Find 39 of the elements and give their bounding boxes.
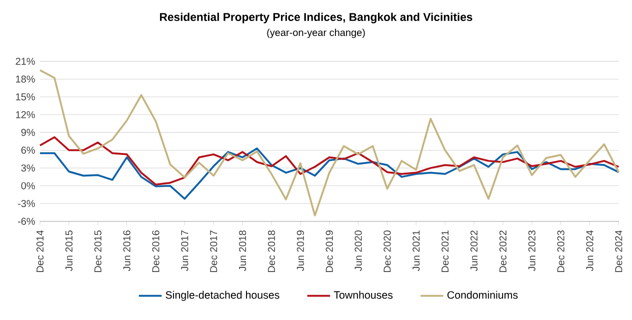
legend-label: Condominiums (447, 290, 518, 299)
x-tick-label: Dec 2022 (499, 230, 506, 272)
line-series (39, 136, 620, 186)
chart-title: Residential Property Price Indices, Bangkok and Vicinities (160, 12, 472, 24)
x-tick-label: Jun 2018 (238, 230, 246, 272)
x-tick-label: Dec 2016 (152, 230, 160, 272)
x-tick-label: Jun 2024 (586, 230, 594, 272)
y-tick-label: 3% (21, 164, 35, 172)
x-tick-label: Dec 2020 (384, 230, 391, 272)
x-tick-label: Jun 2021 (412, 230, 420, 272)
x-tick-label: Jun 2022 (470, 230, 478, 272)
legend-label: Single-detached houses (166, 290, 280, 301)
y-tick-label: 0% (21, 182, 35, 190)
x-tick-label: Dec 2023 (557, 230, 564, 272)
x-tick-label: Dec 2024 (615, 230, 622, 272)
x-tick-label: Dec 2019 (326, 230, 333, 272)
line-series (39, 69, 620, 216)
y-tick-label: -3% (18, 200, 35, 208)
x-tick-label: Jun 2015 (65, 230, 72, 272)
y-tick-label: 9% (21, 128, 35, 136)
x-tick-label: Jun 2020 (354, 230, 362, 272)
y-tick-label: 12% (16, 111, 35, 118)
y-tick-label: 15% (16, 93, 35, 100)
x-tick-label: Jun 2017 (181, 230, 188, 272)
x-tick-label: Jun 2023 (528, 230, 536, 272)
x-tick-label: Dec 2014 (36, 230, 44, 272)
x-tick-label: Dec 2015 (94, 230, 102, 272)
chart-subtitle: (year-on-year change) (267, 28, 365, 38)
y-tick-label: 18% (16, 76, 35, 83)
x-tick-label: Jun 2016 (123, 230, 130, 272)
y-tick-label: 6% (21, 146, 35, 154)
y-tick-label: -6% (18, 218, 35, 225)
x-tick-label: Dec 2018 (268, 230, 276, 272)
legend-label: Townhouses (334, 290, 393, 299)
x-tick-label: Dec 2017 (210, 230, 218, 272)
y-tick-label: 21% (16, 58, 35, 65)
x-tick-label: Jun 2019 (296, 230, 304, 272)
x-tick-label: Dec 2021 (442, 230, 449, 272)
line-series (39, 148, 620, 200)
